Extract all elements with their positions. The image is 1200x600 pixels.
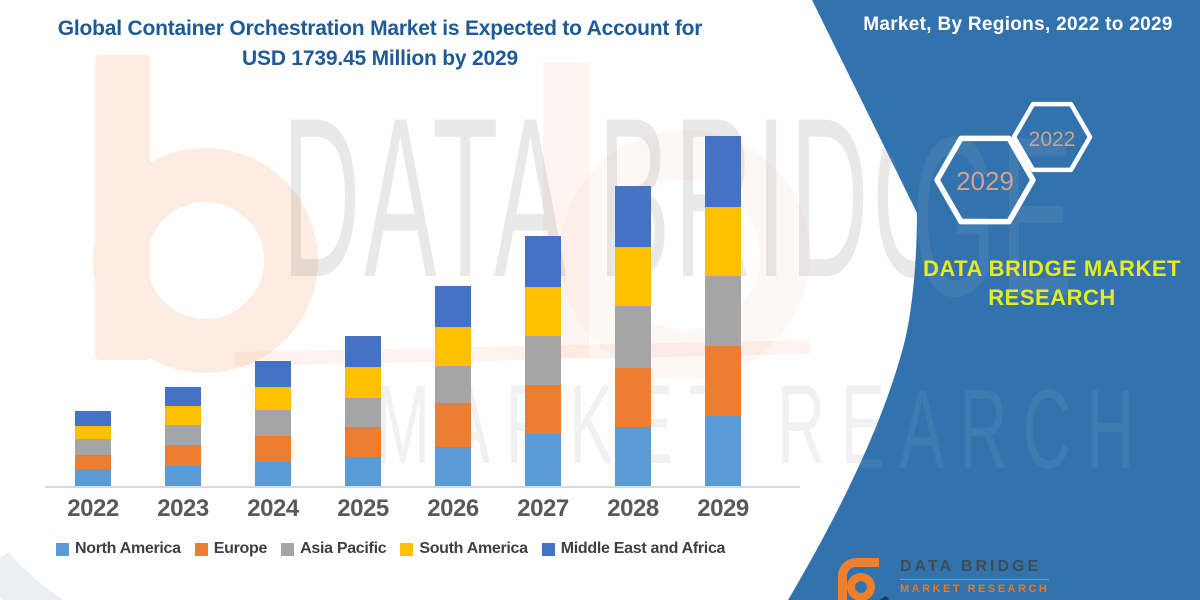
legend-swatch-north-america [56, 542, 69, 556]
legend-label-middle-east-and-africa: Middle East and Africa [560, 540, 726, 557]
panel-brand-line1: DATA BRIDGE MARKET [923, 256, 1181, 281]
b-icon-stem [838, 558, 879, 600]
bar-2028-segment-asia-pacific [615, 306, 651, 368]
bar-2028-segment-north-america [615, 427, 651, 486]
bar-2024-segment-europe [255, 436, 291, 463]
legend-swatch-middle-east-and-africa [541, 542, 555, 556]
chart-title-line2: USD 1739.45 Million by 2029 [242, 47, 518, 70]
bar-2029-segment-north-america [705, 416, 741, 486]
legend-label-north-america: North America [75, 540, 181, 557]
b-icon-bowl [847, 573, 875, 600]
legend-label-europe: Europe [213, 540, 268, 557]
bar-2026-segment-asia-pacific [435, 365, 471, 403]
bar-2026 [435, 285, 471, 486]
side-panel: DGE EARCH Market, By Regions, 2022 to 20… [788, 0, 1200, 600]
legend-swatch-south-america [400, 542, 414, 556]
bar-2024-segment-north-america [255, 462, 291, 486]
bar-2026-segment-europe [435, 402, 471, 447]
legend-swatch-asia-pacific [281, 542, 295, 556]
bar-2027 [525, 235, 561, 486]
x-axis-label-2027: 2027 [517, 495, 569, 522]
bar-2025-segment-south-america [345, 367, 381, 398]
bar-2029-segment-asia-pacific [705, 276, 741, 346]
bar-2023-segment-europe [165, 445, 201, 467]
bar-2025-segment-middle-east-and-africa [345, 336, 381, 367]
footer-logo-text: DATA BRIDGE MARKET RESEARCH [900, 558, 1050, 600]
legend-item-south-america: South America [400, 540, 528, 558]
hexagon-2029-label: 2029 [956, 166, 1014, 196]
bar-2023 [165, 386, 201, 486]
bar-2028-segment-south-america [615, 247, 651, 306]
legend-item-north-america: North America [56, 540, 181, 558]
plot-area [75, 136, 741, 486]
footer-logo-name: DATA BRIDGE [900, 558, 1050, 580]
bar-2027-segment-asia-pacific [525, 335, 561, 386]
x-axis-label-2029: 2029 [697, 495, 749, 522]
legend-item-middle-east-and-africa: Middle East and Africa [541, 540, 726, 558]
bar-2022-segment-europe [75, 455, 111, 470]
x-axis-label-2028: 2028 [607, 495, 659, 522]
bar-2027-segment-north-america [525, 434, 561, 486]
bar-2023-segment-north-america [165, 466, 201, 486]
bar-2022-segment-middle-east-and-africa [75, 410, 111, 426]
bar-2028-segment-middle-east-and-africa [615, 186, 651, 247]
bar-2025-segment-asia-pacific [345, 398, 381, 427]
bar-2029 [705, 136, 741, 486]
hexagon-2022 [1011, 101, 1093, 173]
databridge-b-icon [829, 558, 897, 600]
bar-2026-segment-middle-east-and-africa [435, 285, 471, 327]
hexagon-2022-label: 2022 [1029, 128, 1076, 151]
bar-2027-segment-europe [525, 385, 561, 435]
bar-2022-segment-south-america [75, 425, 111, 439]
hexagon-2029 [934, 135, 1036, 225]
footer-logo: DATA BRIDGE MARKET RESEARCH [829, 558, 1050, 600]
bar-2029-segment-south-america [705, 207, 741, 276]
bar-2027-segment-south-america [525, 286, 561, 336]
bar-2026-segment-south-america [435, 326, 471, 366]
bar-2023-segment-asia-pacific [165, 425, 201, 446]
bar-2024-segment-south-america [255, 387, 291, 411]
legend: North America Europe Asia Pacific South Ame… [56, 540, 725, 558]
legend-item-asia-pacific: Asia Pacific [281, 540, 387, 558]
bar-2028-segment-europe [615, 368, 651, 427]
panel-watermark-row2: EARCH [840, 367, 1150, 492]
chart-title: Global Container Orchestration Market is… [18, 14, 742, 74]
bar-2029-segment-europe [705, 346, 741, 416]
bar-2025-segment-europe [345, 427, 381, 457]
bar-2029-segment-middle-east-and-africa [705, 136, 741, 207]
legend-item-europe: Europe [194, 540, 268, 558]
side-panel-shape [788, 0, 1200, 600]
bar-2023-segment-south-america [165, 406, 201, 426]
bar-2022-segment-north-america [75, 469, 111, 486]
bar-2028 [615, 186, 651, 486]
bar-2022 [75, 410, 111, 486]
panel-brand-line2: RESEARCH [988, 285, 1115, 310]
legend-label-asia-pacific: Asia Pacific [300, 540, 387, 557]
panel-title: Market, By Regions, 2022 to 2029 [863, 14, 1173, 35]
bar-2022-segment-asia-pacific [75, 438, 111, 456]
bar-2027-segment-middle-east-and-africa [525, 235, 561, 287]
bar-2024-segment-middle-east-and-africa [255, 361, 291, 388]
bar-2025-segment-north-america [345, 457, 381, 486]
footer-logo-subtitle: MARKET RESEARCH [900, 583, 1050, 595]
bar-2025 [345, 336, 381, 486]
x-axis-line [45, 486, 800, 488]
bar-2024 [255, 361, 291, 486]
legend-label-south-america: South America [419, 540, 528, 557]
bar-2023-segment-middle-east-and-africa [165, 386, 201, 407]
bar-2026-segment-north-america [435, 447, 471, 486]
legend-swatch-europe [194, 542, 208, 556]
bar-2024-segment-asia-pacific [255, 410, 291, 437]
chart-title-line1: Global Container Orchestration Market is… [57, 17, 703, 40]
